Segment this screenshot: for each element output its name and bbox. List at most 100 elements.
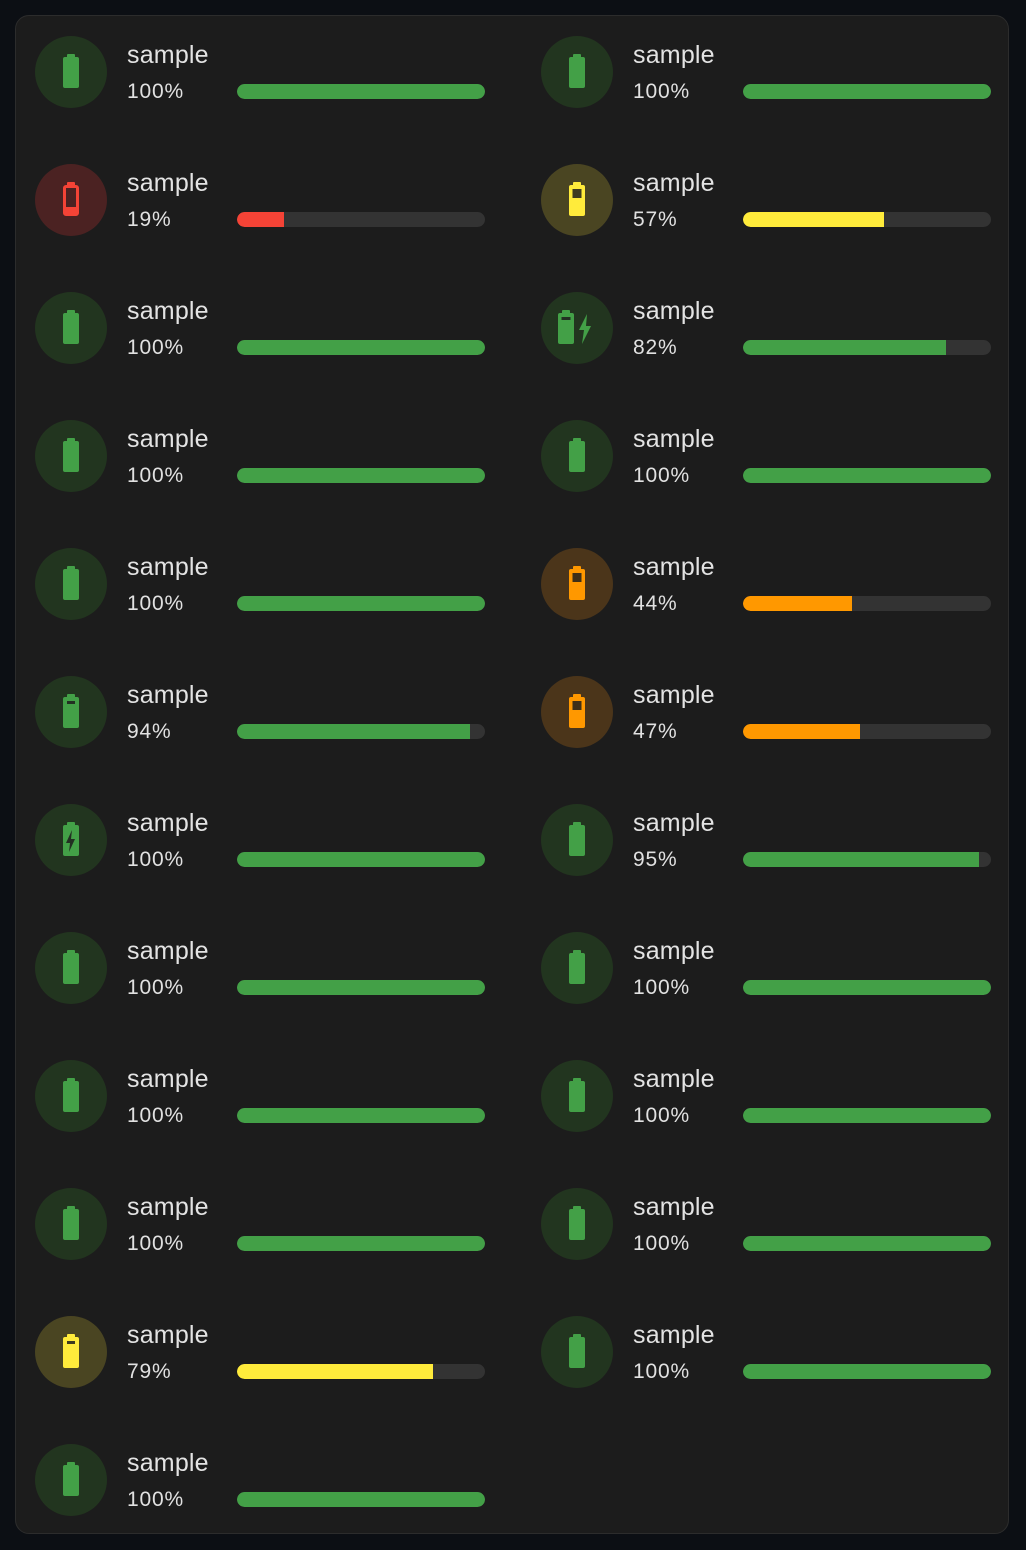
battery-icon-circle[interactable]: [541, 676, 613, 748]
battery-entity-16[interactable]: sample 100%: [541, 932, 991, 1004]
battery-percent: 100%: [127, 848, 184, 871]
battery-entity-19[interactable]: sample 100%: [35, 1188, 485, 1260]
battery-icon-circle[interactable]: [541, 36, 613, 108]
battery-full-icon: [57, 436, 85, 476]
battery-level-fill: [743, 1108, 991, 1123]
battery-level-bar: [237, 1236, 485, 1251]
battery-icon-circle[interactable]: [35, 1316, 107, 1388]
battery-icon-circle[interactable]: [35, 164, 107, 236]
battery-icon-circle[interactable]: [541, 164, 613, 236]
battery-full-icon: [57, 1076, 85, 1116]
battery-entity-7[interactable]: sample 100%: [35, 420, 485, 492]
battery-level-fill: [237, 1492, 485, 1507]
battery-percent: 47%: [633, 720, 678, 743]
entity-name: sample: [633, 1193, 715, 1221]
battery-icon-circle[interactable]: [35, 292, 107, 364]
entity-name: sample: [633, 681, 715, 709]
battery-level-fill: [237, 1364, 433, 1379]
battery-level-bar: [743, 596, 991, 611]
battery-icon-circle[interactable]: [541, 1316, 613, 1388]
battery-entity-8[interactable]: sample 100%: [541, 420, 991, 492]
battery-percent: 100%: [127, 80, 184, 103]
battery-icon-circle[interactable]: [541, 548, 613, 620]
battery-level-bar: [743, 724, 991, 739]
entity-name: sample: [127, 809, 209, 837]
battery-percent: 94%: [127, 720, 172, 743]
entity-name: sample: [127, 169, 209, 197]
battery-icon-circle[interactable]: [541, 932, 613, 1004]
battery-level-fill: [743, 340, 947, 355]
battery-percent: 100%: [633, 1360, 690, 1383]
battery-entity-5[interactable]: sample 100%: [35, 292, 485, 364]
battery-entity-3[interactable]: sample 19%: [35, 164, 485, 236]
battery-icon-circle[interactable]: [35, 548, 107, 620]
entity-name: sample: [127, 681, 209, 709]
battery-entity-2[interactable]: sample 100%: [541, 36, 991, 108]
battery-entity-9[interactable]: sample 100%: [35, 548, 485, 620]
entity-name: sample: [633, 1065, 715, 1093]
entity-name: sample: [127, 553, 209, 581]
battery-level-bar: [237, 468, 485, 483]
entity-name: sample: [127, 297, 209, 325]
battery-medium-icon: [563, 692, 591, 732]
battery-full-icon: [57, 52, 85, 92]
battery-icon-circle[interactable]: [35, 676, 107, 748]
battery-percent: 95%: [633, 848, 678, 871]
entity-name: sample: [127, 1193, 209, 1221]
battery-entity-10[interactable]: sample 44%: [541, 548, 991, 620]
entity-name: sample: [127, 1449, 209, 1477]
battery-high-icon: [57, 1332, 85, 1372]
battery-level-bar: [743, 1364, 991, 1379]
battery-percent: 100%: [633, 80, 690, 103]
battery-icon-circle[interactable]: [35, 1188, 107, 1260]
battery-level-bar: [743, 1108, 991, 1123]
battery-full-icon: [563, 820, 591, 860]
battery-entity-1[interactable]: sample 100%: [35, 36, 485, 108]
battery-percent: 44%: [633, 592, 678, 615]
entity-name: sample: [633, 553, 715, 581]
battery-entity-20[interactable]: sample 100%: [541, 1188, 991, 1260]
battery-percent: 100%: [633, 976, 690, 999]
entity-name: sample: [633, 169, 715, 197]
battery-icon-circle[interactable]: [35, 36, 107, 108]
battery-icon-circle[interactable]: [541, 1188, 613, 1260]
battery-level-fill: [743, 1364, 991, 1379]
battery-icon-circle[interactable]: [541, 420, 613, 492]
battery-icon-circle[interactable]: [35, 804, 107, 876]
battery-entity-6[interactable]: sample 82%: [541, 292, 991, 364]
entity-name: sample: [633, 41, 715, 69]
battery-full-icon: [57, 564, 85, 604]
battery-entity-4[interactable]: sample 57%: [541, 164, 991, 236]
battery-entity-14[interactable]: sample 95%: [541, 804, 991, 876]
battery-icon-circle[interactable]: [35, 1444, 107, 1516]
battery-percent: 100%: [127, 1232, 184, 1255]
battery-icon-circle[interactable]: [35, 932, 107, 1004]
battery-level-fill: [237, 1108, 485, 1123]
battery-icon-circle[interactable]: [35, 1060, 107, 1132]
battery-level-bar: [237, 340, 485, 355]
battery-full-icon: [563, 436, 591, 476]
battery-icon-circle[interactable]: [541, 804, 613, 876]
battery-percent: 100%: [127, 592, 184, 615]
battery-level-bar: [237, 84, 485, 99]
battery-percent: 100%: [633, 464, 690, 487]
battery-level-fill: [237, 212, 285, 227]
battery-entity-12[interactable]: sample 47%: [541, 676, 991, 748]
battery-entity-13[interactable]: sample 100%: [35, 804, 485, 876]
battery-percent: 82%: [633, 336, 678, 359]
entity-name: sample: [127, 1321, 209, 1349]
battery-percent: 100%: [633, 1104, 690, 1127]
battery-entity-22[interactable]: sample 100%: [541, 1316, 991, 1388]
battery-icon-circle[interactable]: [35, 420, 107, 492]
battery-entity-18[interactable]: sample 100%: [541, 1060, 991, 1132]
battery-icon-circle[interactable]: [541, 1060, 613, 1132]
battery-entity-23[interactable]: sample 100%: [35, 1444, 485, 1516]
battery-icon-circle[interactable]: [541, 292, 613, 364]
battery-entity-21[interactable]: sample 79%: [35, 1316, 485, 1388]
battery-level-fill: [237, 980, 485, 995]
battery-entity-17[interactable]: sample 100%: [35, 1060, 485, 1132]
battery-level-bar: [237, 1364, 485, 1379]
battery-entity-11[interactable]: sample 94%: [35, 676, 485, 748]
battery-entity-15[interactable]: sample 100%: [35, 932, 485, 1004]
battery-level-fill: [743, 852, 979, 867]
